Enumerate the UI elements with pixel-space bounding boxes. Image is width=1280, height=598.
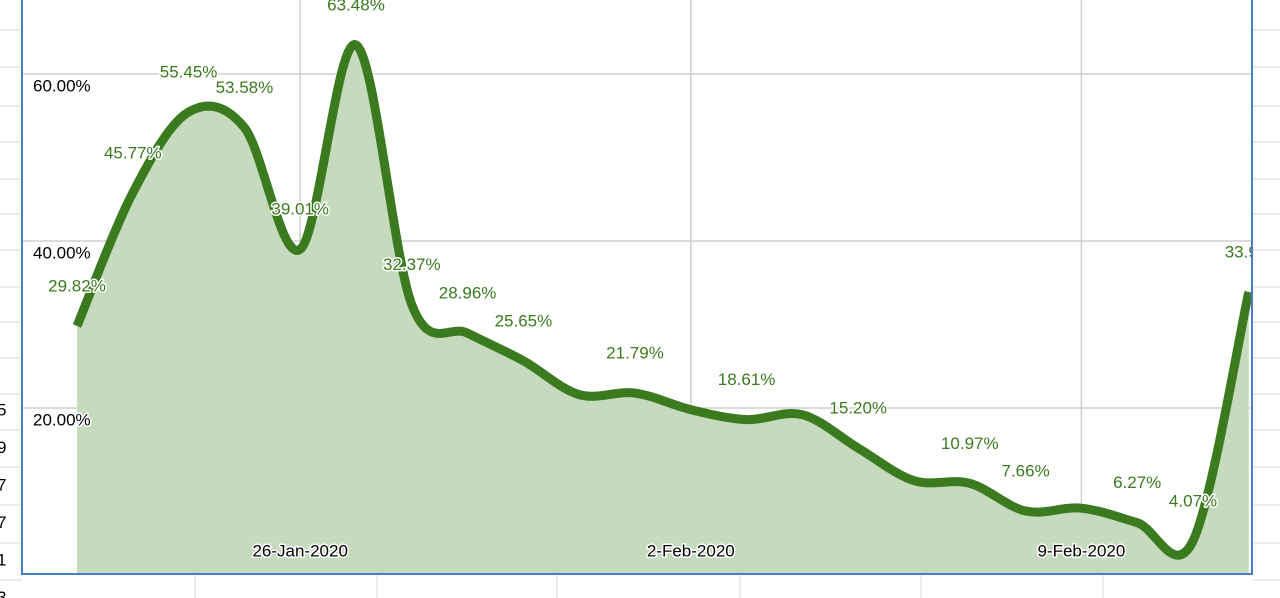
x-tick-label: 2-Feb-2020 — [647, 541, 735, 560]
sheet-cell-text: 1 — [0, 550, 6, 569]
data-label: 45.77% — [104, 143, 162, 162]
data-label: 28.96% — [439, 284, 497, 303]
data-label: 29.82% — [48, 276, 106, 295]
chart-frame — [21, 0, 1253, 575]
sheet-cell-text: 5 — [0, 400, 6, 419]
sheet-cell-text: 3 — [0, 588, 6, 598]
sheet-background: 5 9 7 7 1 3 — [0, 29, 1280, 598]
data-label: 63.48% — [327, 0, 385, 14]
data-label: 33.9% — [1225, 242, 1273, 261]
data-label: 15.20% — [829, 399, 887, 418]
data-label: 21.79% — [606, 344, 664, 363]
data-label: 4.07% — [1169, 491, 1217, 510]
data-label: 25.65% — [495, 311, 553, 330]
data-label: 55.45% — [160, 62, 218, 81]
area — [77, 44, 1249, 574]
sheet-cell-text: 9 — [0, 438, 6, 457]
data-label: 7.66% — [1001, 462, 1049, 481]
data-label: 39.01% — [271, 200, 329, 219]
data-label: 18.61% — [718, 370, 776, 389]
sheet-cell-text: 7 — [0, 475, 6, 494]
x-tick-label: 26-Jan-2020 — [252, 541, 347, 560]
data-label: 10.97% — [941, 434, 999, 453]
plot-area: 29.82% 45.77% 55.45%53.58% 39.01% 63.48% 32.3… — [47, 0, 1273, 574]
data-label: 53.58% — [216, 78, 274, 97]
y-tick-label: 40.00% — [33, 243, 91, 262]
y-tick-label: 60.00% — [33, 76, 91, 95]
y-tick-label: 20.00% — [33, 410, 91, 429]
line — [72, 40, 1252, 560]
labels: 20.00% 40.00% 60.00% 26-Jan-2020 2-Feb-2020 9… — [32, 75, 1127, 562]
data-label: 6.27% — [1113, 473, 1161, 492]
data-label: 32.37% — [383, 255, 441, 274]
x-tick-label: 9-Feb-2020 — [1037, 541, 1125, 560]
sheet-cell-text: 7 — [0, 513, 6, 532]
